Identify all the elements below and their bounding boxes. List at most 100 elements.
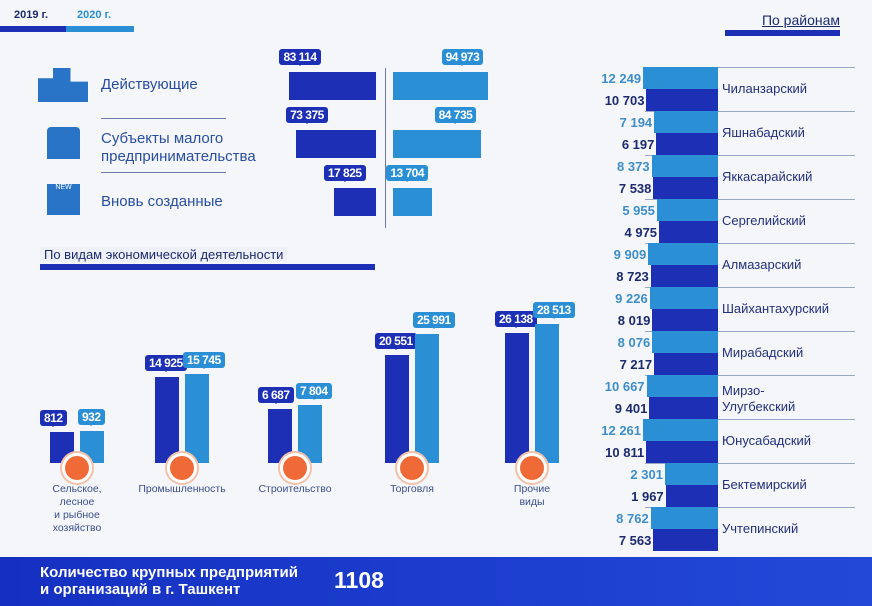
footer-value: 1108 xyxy=(334,567,384,593)
bar-2020 xyxy=(648,243,718,265)
data-label-2019: 10 703 xyxy=(604,93,645,108)
category-label: Промышленность xyxy=(138,483,226,495)
legend-2020: 2020 г. xyxy=(77,9,112,21)
bar-2019 xyxy=(652,309,718,331)
district-label: Шайхантахурский xyxy=(722,301,830,316)
tractor-icon-glyph xyxy=(65,456,89,480)
row-divider xyxy=(645,419,855,420)
bar-2019 xyxy=(654,353,718,375)
row-divider xyxy=(645,155,855,156)
top-category-label-1: Субъекты малого предпринимательства xyxy=(101,130,256,165)
bar-2019 xyxy=(659,221,718,243)
district-label: Сергелийский xyxy=(722,213,806,228)
top-category-label-2: Вновь созданные xyxy=(101,193,223,210)
legend-bar-2020 xyxy=(66,26,134,32)
cart-icon-glyph xyxy=(400,456,424,480)
globe-icon-glyph xyxy=(520,456,544,480)
bar-2020 xyxy=(664,463,718,485)
district-label: Мирзо- Улугбекский xyxy=(722,383,796,414)
data-label-2020: 10 667 xyxy=(604,379,645,394)
bar-2019 xyxy=(650,265,718,287)
data-label-2019: 10 811 xyxy=(605,445,645,460)
bar-2019 xyxy=(646,441,718,463)
district-label: Мирабадский xyxy=(722,345,804,360)
bar-2020 xyxy=(185,373,209,463)
factory-icon xyxy=(165,451,199,485)
data-label-2020: 94 973 xyxy=(441,49,484,66)
tractor-icon xyxy=(60,451,94,485)
category-label: Прочие виды xyxy=(513,483,551,508)
footer-label: Количество крупных предприятий и организ… xyxy=(40,564,298,598)
data-label-2019: 1 967 xyxy=(631,489,664,504)
bar-2019 xyxy=(333,188,376,216)
bar-2020 xyxy=(415,333,439,463)
data-label-2020: 932 xyxy=(78,409,105,427)
category-label: Сельское, лесное и рыбное хозяйство xyxy=(52,483,102,534)
data-label-2020: 8 076 xyxy=(617,335,651,350)
factory-icon-glyph xyxy=(170,456,194,480)
bar-2020 xyxy=(393,72,488,100)
row-divider xyxy=(645,111,855,112)
bar-2019 xyxy=(656,133,718,155)
data-label-2020: 7 194 xyxy=(619,115,653,130)
data-label-2019: 8 723 xyxy=(616,269,649,284)
data-label-2019: 4 975 xyxy=(624,225,658,240)
bar-2019 xyxy=(653,529,718,551)
bar-2019 xyxy=(289,72,376,100)
data-label-2019: 812 xyxy=(40,409,67,427)
bar-2020 xyxy=(649,287,718,309)
legend: 2019 г. 2020 г. xyxy=(0,0,140,34)
data-label-2020: 12 261 xyxy=(601,423,642,438)
footer-banner: Количество крупных предприятий и организ… xyxy=(0,557,872,606)
data-label-2020: 5 955 xyxy=(622,203,655,218)
data-label-2020: 15 745 xyxy=(183,351,225,369)
data-label-2020: 28 513 xyxy=(533,301,575,319)
data-label-2019: 14 925 xyxy=(145,354,187,372)
bar-2019 xyxy=(653,177,718,199)
bar-2020 xyxy=(651,155,718,177)
row-divider xyxy=(645,67,855,68)
row-divider xyxy=(645,199,855,200)
data-label-2020: 9 909 xyxy=(613,247,647,262)
district-label: Яшнабадский xyxy=(722,125,805,140)
data-label-2019: 73 375 xyxy=(286,107,328,124)
data-label-2019: 6 687 xyxy=(258,386,294,404)
row-divider xyxy=(645,375,855,376)
bar-2019 xyxy=(646,89,718,111)
data-label-2020: 84 735 xyxy=(434,107,477,124)
bar-2020 xyxy=(535,323,559,463)
data-label-2019: 9 401 xyxy=(614,401,648,416)
top-category-label-0: Действующие xyxy=(101,76,198,93)
globe-icon xyxy=(515,451,549,485)
data-label-2020: 25 991 xyxy=(413,311,455,329)
data-label-2019: 17 825 xyxy=(323,165,366,182)
district-label: Юнусабадский xyxy=(722,433,812,448)
bar-2020 xyxy=(656,199,718,221)
bar-2020 xyxy=(643,419,718,441)
data-label-2020: 8 373 xyxy=(617,159,650,174)
bar-2020 xyxy=(650,507,718,529)
data-label-2019: 7 563 xyxy=(618,533,652,548)
bar-2019 xyxy=(296,130,376,158)
bar-2020 xyxy=(393,188,433,216)
data-label-2019: 20 551 xyxy=(375,332,417,350)
center-axis xyxy=(385,68,386,228)
data-label-2019: 8 019 xyxy=(617,313,651,328)
data-label-2020: 2 301 xyxy=(630,467,663,482)
legend-bar-2019 xyxy=(0,26,66,32)
data-label-2020: 12 249 xyxy=(601,71,642,86)
section-title-activities: По видам экономической деятельности xyxy=(40,246,375,270)
data-label-2020: 9 226 xyxy=(615,291,648,306)
crane-icon-glyph xyxy=(283,456,307,480)
bar-2019 xyxy=(665,485,718,507)
row-divider xyxy=(645,463,855,464)
bar-2019 xyxy=(155,376,179,463)
divider xyxy=(101,118,226,119)
data-label-2020: 8 762 xyxy=(616,511,649,526)
data-label-2019: 26 138 xyxy=(495,311,537,329)
data-label-2019: 83 114 xyxy=(279,49,321,66)
section-title-text: По видам экономической деятельности xyxy=(40,247,288,262)
bar-2019 xyxy=(649,397,718,419)
bar-2020 xyxy=(652,331,718,353)
district-label: Чиланзарский xyxy=(722,81,808,96)
